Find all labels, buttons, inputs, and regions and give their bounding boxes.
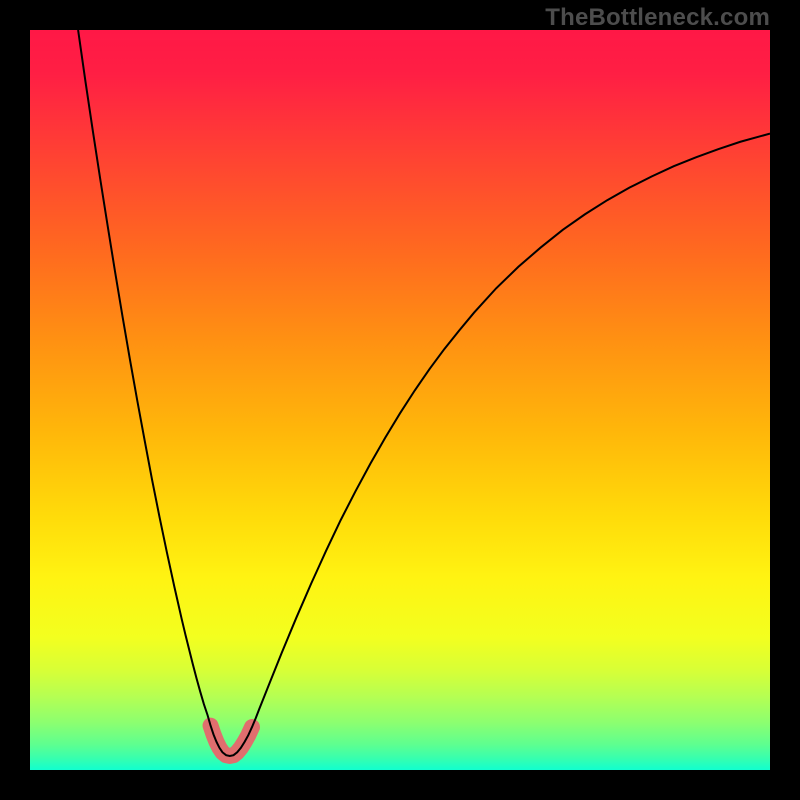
bottleneck-curve bbox=[78, 30, 770, 756]
curve-svg bbox=[30, 30, 770, 770]
plot-frame bbox=[30, 30, 770, 770]
watermark-text: TheBottleneck.com bbox=[545, 4, 770, 32]
stage: TheBottleneck.com bbox=[0, 0, 800, 800]
